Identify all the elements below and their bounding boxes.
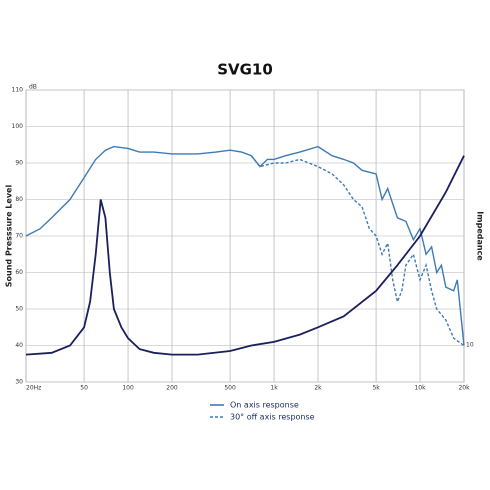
legend-label: 30° off axis response xyxy=(230,413,315,422)
legend-label: On axis response xyxy=(230,401,299,410)
series-line xyxy=(25,145,465,346)
x-tick-label: 10k xyxy=(414,385,426,392)
impedance-label: 10 xyxy=(466,342,474,349)
x-tick-label: 20Hz xyxy=(26,385,41,392)
x-tick-label: 200 xyxy=(166,385,178,392)
x-tick-label: 100 xyxy=(122,385,134,392)
x-tick-label: 500 xyxy=(224,385,236,392)
series-line xyxy=(250,155,465,347)
y-tick-label: 100 xyxy=(12,123,24,130)
chart-title: SVG10 xyxy=(217,61,273,79)
y-tick-label: 70 xyxy=(15,233,23,240)
y-tick-label: 30 xyxy=(15,379,23,386)
y-tick-label: 110 xyxy=(12,87,24,94)
x-tick-label: 20k xyxy=(458,385,470,392)
series-line xyxy=(25,155,465,356)
x-tick-label: 1k xyxy=(270,385,278,392)
y-tick-label: 80 xyxy=(15,196,23,203)
x-tick-label: 2k xyxy=(314,385,322,392)
y-unit: dB xyxy=(29,84,37,91)
y-tick-label: 40 xyxy=(15,342,23,349)
y-axis-label: Sound Presssure Level xyxy=(5,185,14,288)
y-tick-label: 90 xyxy=(15,160,23,167)
y-tick-label: 60 xyxy=(15,269,23,276)
x-tick-label: 5k xyxy=(372,385,380,392)
y-tick-label: 50 xyxy=(15,306,23,313)
y2-axis-label: Impedance xyxy=(476,211,485,261)
x-tick-label: 50 xyxy=(80,385,88,392)
